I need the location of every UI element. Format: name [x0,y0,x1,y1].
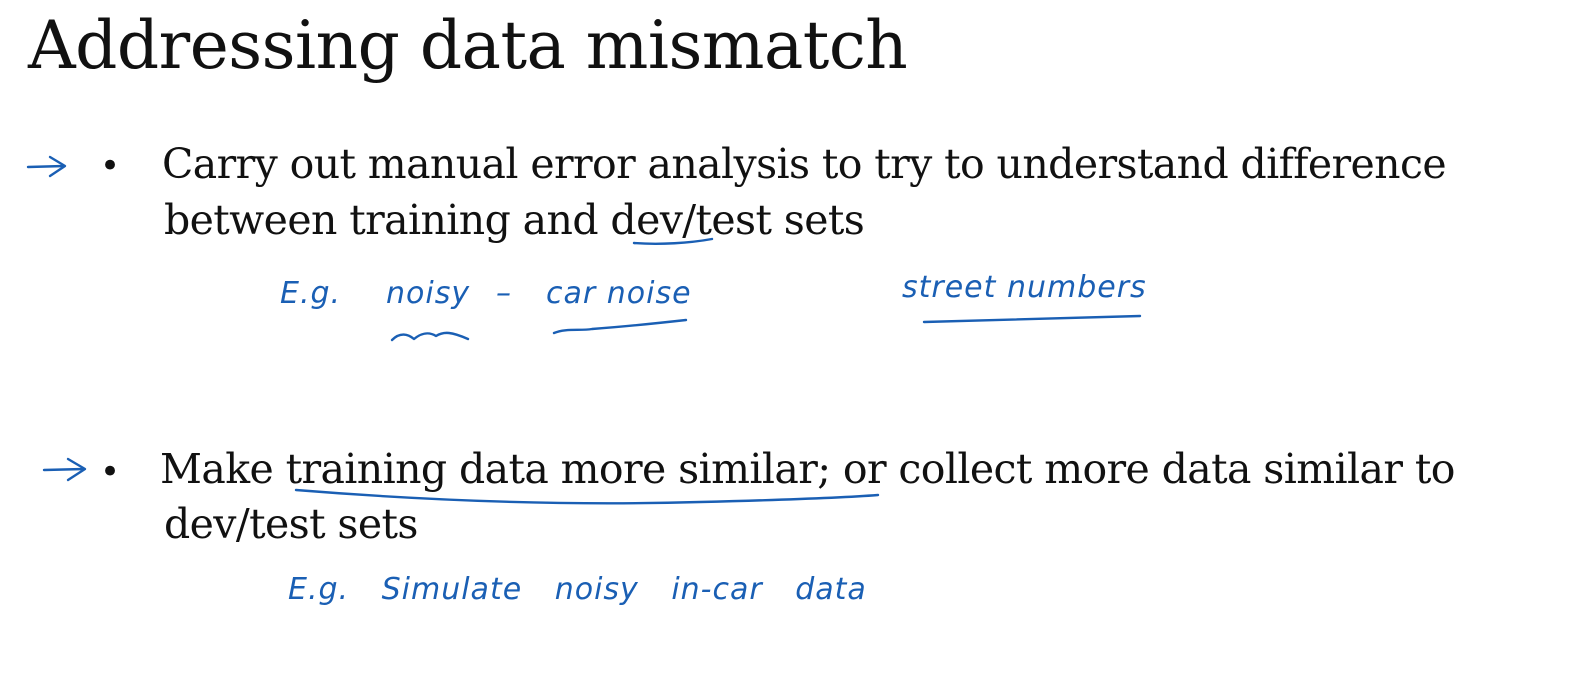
annotation-street-numbers: street numbers [902,270,1147,305]
noisy-squiggle [390,331,470,342]
bullet-2-underlined-phrase: training data more similar; [285,445,831,493]
street-numbers-underline [922,314,1142,324]
annotation-example-2: E.g. Simulate noisy in-car data [288,572,867,607]
bullet-2-line-2: dev/test sets [164,500,418,548]
bullet-1-dev-word: dev [610,196,683,244]
bullet-2-line-1: Make training data more similar; or coll… [160,443,1455,495]
bullet-1-line-2-start: between training and [164,196,611,244]
annotation-eg-1: E.g. [280,276,342,311]
slide-title: Addressing data mismatch [28,7,908,84]
arrow-icon-bullet-1 [26,155,67,178]
arrow-icon-bullet-2 [42,457,87,482]
bullet-2-line-1-start: Make [160,445,286,493]
bullet-1-line-2: between training and dev/test sets [164,194,865,246]
bullet-1-line-1: Carry out manual error analysis to try t… [162,140,1447,188]
bullet-1-marker: • [100,146,121,186]
annotation-noisy: noisy [386,276,471,311]
bullet-2-line-1-end: or collect more data similar to [830,445,1456,493]
car-noise-squiggle [552,318,688,335]
annotation-dash: – [496,276,512,311]
bullet-2-marker: • [100,452,121,492]
bullet-1-line-2-end: /test sets [682,196,865,244]
annotation-car-noise: car noise [546,276,692,311]
